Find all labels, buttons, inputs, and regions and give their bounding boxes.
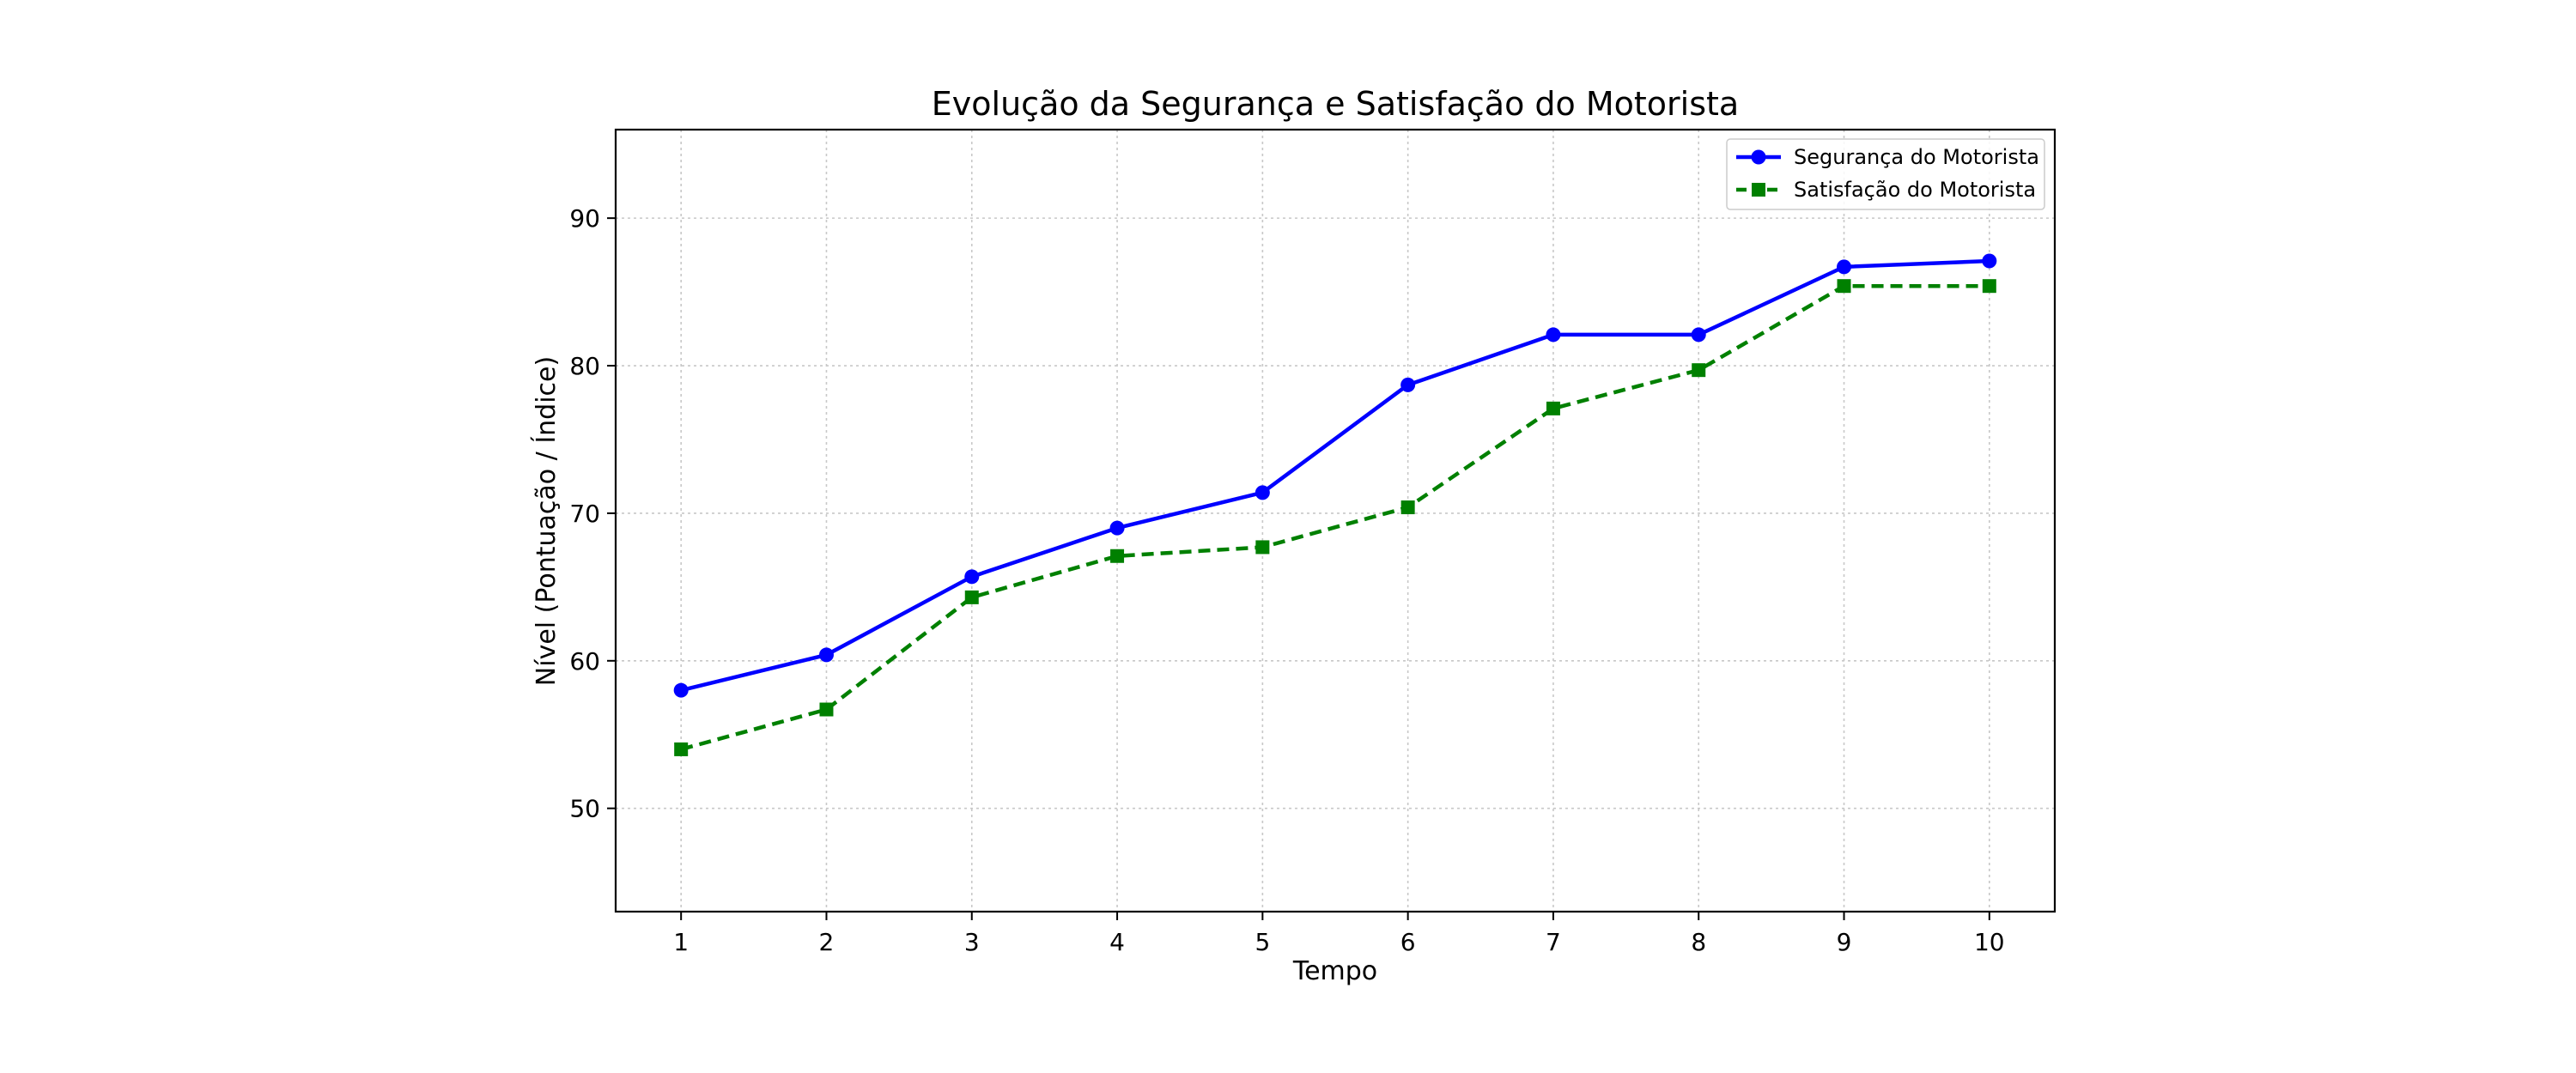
data-point: [818, 647, 834, 663]
x-tick-label: 8: [1691, 928, 1706, 956]
x-tick-label: 2: [819, 928, 835, 956]
series-layer: [673, 253, 1997, 756]
chart-title: Evolução da Segurança e Satisfação do Mo…: [932, 85, 1739, 123]
data-point: [1546, 327, 1561, 343]
data-point: [1109, 520, 1125, 536]
legend-box: [1726, 138, 2045, 210]
series-1: [673, 253, 1997, 698]
legend-marker: [1752, 183, 1765, 197]
grid: [616, 130, 2055, 912]
x-tick-label: 3: [964, 928, 980, 956]
x-axis-label: Tempo: [1292, 956, 1377, 986]
data-point: [1982, 279, 1996, 294]
y-tick-label: 50: [569, 795, 600, 823]
data-point: [1692, 363, 1706, 378]
y-axis-label: Nível (Pontuação / Índice): [531, 356, 562, 686]
x-tick-label: 4: [1109, 928, 1125, 956]
y-tick-label: 90: [569, 204, 600, 233]
legend-items: Segurança do Motorista Satisfação do Moto…: [1736, 145, 2039, 202]
data-point: [674, 742, 689, 756]
data-point: [1546, 401, 1560, 415]
data-point: [1837, 259, 1852, 275]
data-point: [1110, 549, 1125, 563]
legend-item: Segurança do Motorista: [1736, 145, 2039, 169]
data-point: [1255, 540, 1270, 555]
data-point: [1400, 377, 1416, 392]
x-axis-ticks: 1 2 3 4 5 6 7 8 9 10: [673, 912, 2005, 956]
x-tick-label: 9: [1837, 928, 1852, 956]
y-axis-ticks: 50 60 70 80 90: [569, 204, 616, 823]
x-tick-label: 10: [1974, 928, 2005, 956]
data-point: [964, 590, 979, 604]
x-tick-label: 1: [673, 928, 689, 956]
legend-label: Satisfação do Motorista: [1794, 178, 2036, 202]
series-2: [674, 279, 1996, 756]
legend-item: Satisfação do Motorista: [1736, 178, 2036, 202]
data-point: [1255, 485, 1270, 500]
series-line: [680, 258, 1990, 693]
plot-area-frame: [614, 128, 2057, 913]
legend: Segurança do Motorista Satisfação do Moto…: [1726, 138, 2045, 210]
data-point: [1982, 253, 1997, 269]
series-line: [680, 283, 1990, 752]
x-tick-label: 6: [1400, 928, 1416, 956]
data-point: [819, 702, 834, 717]
data-point: [1837, 279, 1851, 294]
data-point: [673, 682, 689, 698]
y-tick-label: 60: [569, 647, 600, 676]
data-point: [964, 569, 980, 585]
data-point: [1400, 500, 1415, 515]
x-tick-label: 7: [1546, 928, 1561, 956]
y-tick-label: 70: [569, 500, 600, 528]
x-tick-label: 5: [1255, 928, 1270, 956]
data-point: [1691, 327, 1706, 343]
legend-label: Segurança do Motorista: [1794, 145, 2039, 169]
legend-marker: [1751, 149, 1766, 165]
y-tick-label: 80: [569, 352, 600, 380]
